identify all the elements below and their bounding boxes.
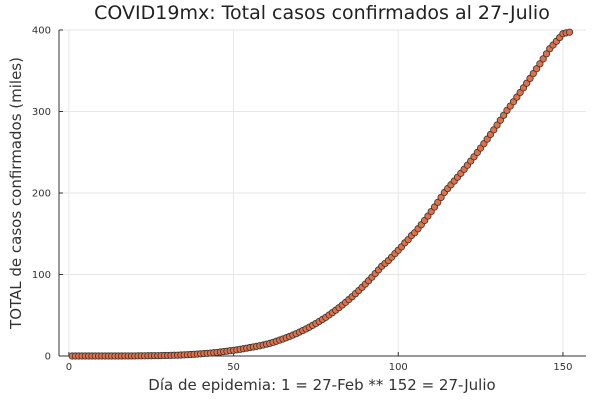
data-point: [523, 79, 531, 87]
data-point: [493, 121, 501, 129]
grid-lines: [59, 29, 586, 357]
data-point: [434, 198, 442, 206]
y-tick-labels: 0 100 200 300 400: [32, 26, 63, 363]
data-point: [565, 28, 574, 36]
data-point: [496, 116, 504, 124]
chart-title: COVID19mx: Total casos confirmados al 27…: [94, 2, 550, 24]
data-point: [532, 65, 541, 73]
y-tick-label: 100: [32, 270, 51, 281]
x-tick-label: 50: [227, 362, 240, 373]
x-tick-label: 100: [389, 362, 408, 373]
data-point: [529, 70, 537, 78]
data-point: [536, 60, 544, 68]
y-tick-label: 200: [32, 189, 51, 200]
data-point: [539, 55, 547, 63]
data-point: [526, 74, 534, 83]
y-tick-label: 0: [45, 352, 51, 363]
x-tick-label: 0: [66, 362, 72, 373]
data-series: [68, 28, 574, 360]
y-axis-label: TOTAL de casos confirmados (miles): [7, 57, 25, 330]
x-tick-label: 150: [553, 362, 572, 373]
data-point: [542, 50, 551, 58]
data-point: [490, 126, 498, 134]
y-tick-label: 400: [32, 26, 51, 37]
data-point: [500, 111, 508, 119]
data-point: [437, 193, 445, 202]
x-axis-label: Día de epidemia: 1 = 27-Feb ** 152 = 27-…: [148, 376, 495, 394]
y-tick-label: 300: [32, 107, 51, 118]
